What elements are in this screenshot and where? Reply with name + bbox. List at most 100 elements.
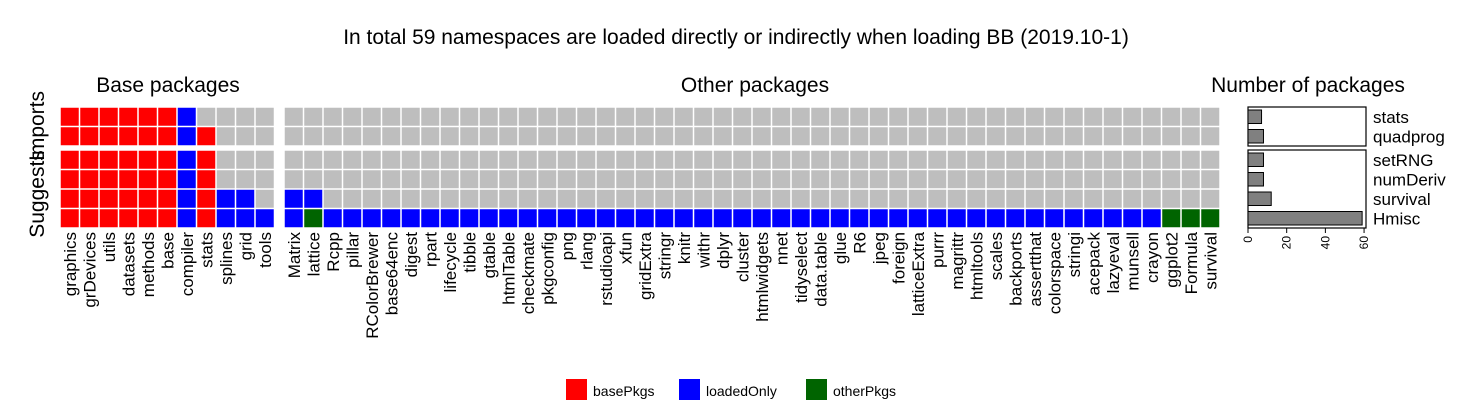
heatmap-cell <box>177 170 196 189</box>
heatmap-cell <box>216 150 235 169</box>
heatmap-cell <box>216 127 235 146</box>
heatmap-cell <box>1142 150 1161 169</box>
heatmap-cell <box>733 189 752 208</box>
heatmap-cell <box>460 107 479 126</box>
heatmap-cell <box>947 127 966 146</box>
heatmap-cell <box>635 107 654 126</box>
heatmap-cell <box>869 150 888 169</box>
heatmap-cell <box>1025 189 1044 208</box>
heatmap-cell <box>947 189 966 208</box>
column-label: R6 <box>850 232 869 254</box>
count-bar <box>1247 172 1264 187</box>
heatmap-cell <box>538 150 557 169</box>
legend-label: basePkgs <box>593 383 654 399</box>
heatmap-cell <box>304 209 323 228</box>
heatmap-cell <box>60 189 79 208</box>
heatmap-cell <box>197 189 216 208</box>
heatmap-cell <box>733 170 752 189</box>
heatmap-cell <box>421 127 440 146</box>
heatmap-cell <box>119 170 138 189</box>
heatmap-cell <box>811 107 830 126</box>
heatmap-cell <box>616 170 635 189</box>
heatmap-cell <box>80 127 99 146</box>
heatmap-cell <box>158 170 177 189</box>
heatmap-cell <box>596 127 615 146</box>
other-panel-title: Other packages <box>681 74 829 97</box>
heatmap-cell <box>908 150 927 169</box>
heatmap-cell <box>772 127 791 146</box>
heatmap-cell <box>986 127 1005 146</box>
column-label: htmltools <box>967 232 986 300</box>
heatmap-cell <box>216 209 235 228</box>
count-panel-title: Number of packages <box>1211 74 1405 97</box>
heatmap-cell <box>343 150 362 169</box>
heatmap-cell <box>967 127 986 146</box>
heatmap-cell <box>284 150 303 169</box>
heatmap-cell <box>1181 150 1200 169</box>
heatmap-cell <box>713 150 732 169</box>
heatmap-cell <box>577 209 596 228</box>
heatmap-cell <box>197 107 216 126</box>
heatmap-cell <box>382 150 401 169</box>
heatmap-cell <box>216 170 235 189</box>
column-label: htmlTable <box>499 232 518 305</box>
heatmap-cell <box>674 127 693 146</box>
heatmap-cell <box>1123 150 1142 169</box>
heatmap-cell <box>421 170 440 189</box>
heatmap-cell <box>479 189 498 208</box>
heatmap-cell <box>479 209 498 228</box>
column-label: ggplot2 <box>1162 232 1181 288</box>
count-bar <box>1247 129 1264 144</box>
column-label: rpart <box>421 232 440 267</box>
column-label: latticeExtra <box>909 231 928 316</box>
heatmap-cell <box>1045 127 1064 146</box>
heatmap-cell <box>947 150 966 169</box>
heatmap-cell <box>460 189 479 208</box>
heatmap-cell <box>197 170 216 189</box>
heatmap-cell <box>499 127 518 146</box>
heatmap-cell <box>635 127 654 146</box>
heatmap-cell <box>440 127 459 146</box>
heatmap-cell <box>236 150 255 169</box>
heatmap-panel-bg <box>284 150 1220 228</box>
heatmap-cell <box>236 209 255 228</box>
heatmap-cell <box>518 209 537 228</box>
heatmap-cell <box>596 107 615 126</box>
heatmap-cell <box>255 107 274 126</box>
heatmap-cell <box>694 170 713 189</box>
heatmap-cell <box>119 127 138 146</box>
heatmap-cell <box>323 170 342 189</box>
heatmap-cell <box>772 170 791 189</box>
heatmap-cell <box>421 150 440 169</box>
heatmap-cell <box>119 189 138 208</box>
heatmap-cell <box>1084 189 1103 208</box>
heatmap-cell <box>850 150 869 169</box>
heatmap-cell <box>1103 107 1122 126</box>
heatmap-cell <box>401 107 420 126</box>
heatmap-cell <box>1064 209 1083 228</box>
heatmap-cell <box>80 209 99 228</box>
heatmap-cell <box>811 150 830 169</box>
heatmap-cell <box>947 107 966 126</box>
heatmap-cell <box>177 209 196 228</box>
heatmap-cell <box>499 189 518 208</box>
heatmap-cell <box>538 127 557 146</box>
heatmap-cell <box>255 127 274 146</box>
count-panel-imports <box>1247 106 1367 147</box>
heatmap-cell <box>772 209 791 228</box>
heatmap-cell <box>1162 107 1181 126</box>
heatmap-cell <box>557 170 576 189</box>
heatmap-cell <box>752 209 771 228</box>
heatmap-cell <box>674 150 693 169</box>
column-label: rstudioapi <box>597 232 616 306</box>
heatmap-cell <box>850 189 869 208</box>
heatmap-cell <box>1006 209 1025 228</box>
heatmap-cell <box>752 189 771 208</box>
heatmap-cell <box>1045 150 1064 169</box>
heatmap-cell <box>158 209 177 228</box>
x-tick-label: 20 <box>1280 236 1294 250</box>
heatmap-cell <box>1123 209 1142 228</box>
heatmap-cell <box>596 209 615 228</box>
heatmap-cell <box>362 150 381 169</box>
heatmap-cell <box>928 150 947 169</box>
